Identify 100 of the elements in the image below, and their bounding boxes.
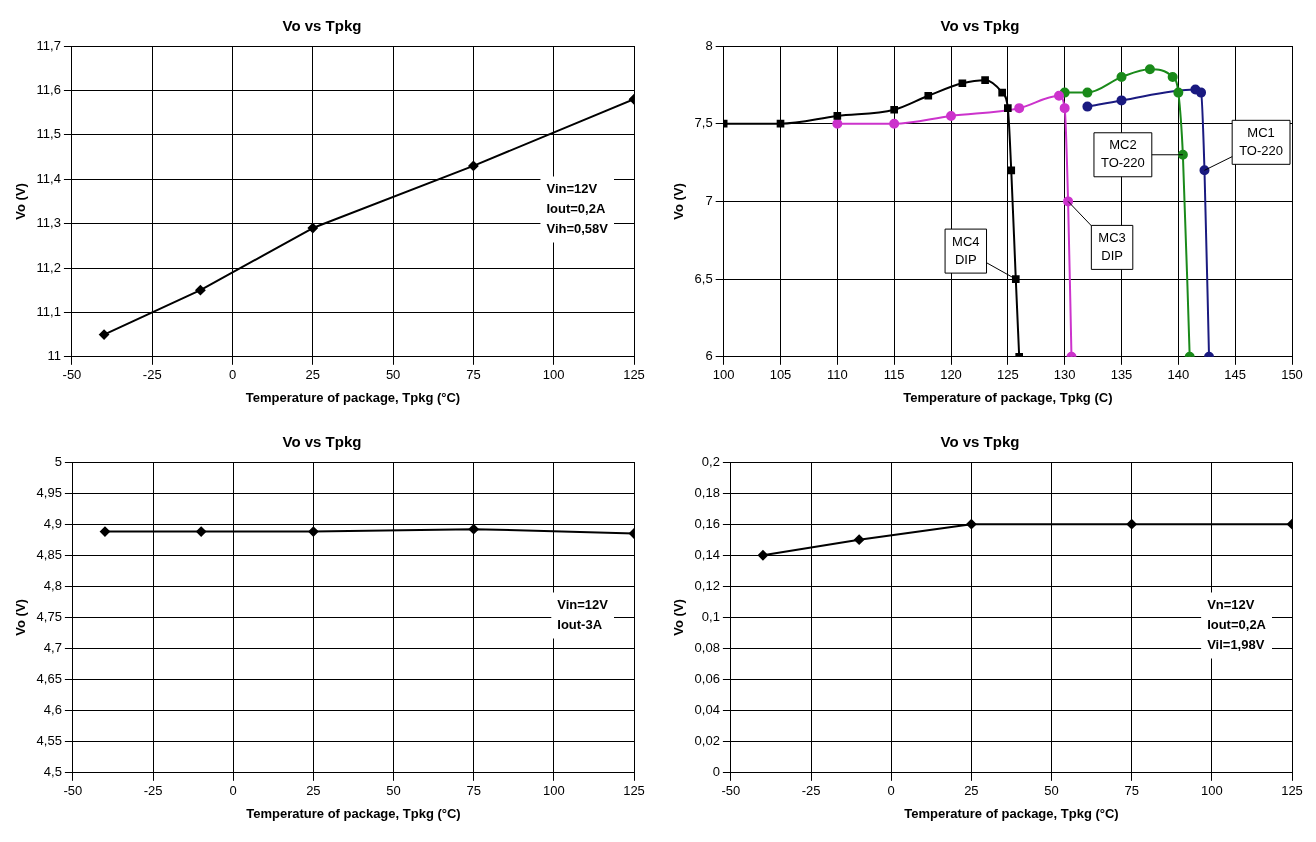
x-axis-title: Temperature of package, Tpkg (°C): [245, 389, 461, 405]
x-tick-label: 75: [1124, 783, 1139, 799]
point: [832, 118, 843, 129]
point: [889, 118, 900, 129]
y-tick-label: 0,14: [694, 546, 720, 562]
text: MC1 TO-220: [1239, 124, 1283, 158]
x-tick-label: -25: [801, 783, 821, 799]
point: [1116, 95, 1127, 106]
x-tick-label: 125: [623, 783, 645, 799]
x-tick-label: 75: [466, 783, 481, 799]
x-tick-label: 125: [996, 367, 1019, 383]
y-tick-label: 0,08: [694, 640, 720, 656]
y-tick-label: 4,65: [36, 671, 62, 687]
x-tick-label: 130: [1053, 367, 1076, 383]
annotation: Iout-3A: [557, 617, 603, 633]
y-tick-label: 11,4: [36, 170, 61, 186]
x-tick-label: 25: [964, 783, 979, 799]
annotation: Iout=0,2A: [546, 201, 606, 217]
x-tick-label: 50: [1044, 783, 1059, 799]
y-tick-label: 11: [47, 348, 61, 364]
x-tick-label: -50: [721, 783, 741, 799]
x-tick-label: -25: [143, 783, 163, 799]
point: [776, 119, 785, 128]
point: [998, 88, 1006, 97]
point: [757, 550, 768, 561]
y-tick-label: 0,12: [694, 577, 720, 593]
point: [1116, 72, 1127, 83]
y-tick-label: 11,6: [36, 81, 61, 97]
text: MC4 DIP: [952, 233, 980, 267]
x-tick-label: 25: [305, 367, 321, 383]
x-tick-label: -25: [142, 367, 162, 383]
point: [1173, 87, 1184, 98]
x-tick-label: 145: [1224, 367, 1247, 383]
y-tick-label: 11,7: [36, 37, 61, 53]
x-tick-label: 135: [1110, 367, 1133, 383]
point: [1011, 275, 1020, 283]
x-axis-title: Temperature of package, Tpkg (°C): [246, 805, 461, 821]
y-tick-label: 11,5: [36, 126, 61, 142]
point: [966, 519, 977, 530]
point: [924, 91, 933, 100]
y-tick-label: 4,75: [36, 608, 62, 624]
y-axis-title: Vo (V): [13, 183, 29, 220]
chart-title: Vo vs Tpkg: [940, 433, 1020, 451]
point: [1053, 90, 1064, 101]
x-tick-label: 125: [623, 367, 645, 383]
y-tick-label: 8: [705, 37, 713, 53]
x-tick-label: 110: [826, 367, 848, 383]
x-tick-label: 25: [306, 783, 321, 799]
x-tick-label: 100: [542, 367, 565, 383]
x-axis-title: Temperature of package, Tpkg (C): [903, 389, 1113, 405]
point: [1126, 519, 1137, 530]
annotation: Vil=1,98V: [1207, 637, 1265, 653]
y-tick-label: 0,02: [694, 733, 720, 749]
x-tick-label: 0: [887, 783, 895, 799]
y-tick-label: 5: [54, 453, 62, 469]
y-tick-label: 4,5: [43, 764, 62, 780]
point: [1082, 87, 1093, 98]
y-tick-label: 4,95: [36, 484, 62, 500]
y-axis-title: Vo (V): [13, 599, 29, 636]
x-tick-label: 120: [940, 367, 962, 383]
y-tick-label: 4,6: [43, 702, 62, 718]
x-tick-label: 100: [1200, 783, 1223, 799]
x-tick-label: 0: [229, 783, 237, 799]
x-tick-label: 50: [385, 367, 401, 383]
text: MC3 DIP: [1098, 229, 1126, 263]
y-tick-label: 0,16: [694, 515, 720, 531]
x-tick-label: 75: [466, 367, 481, 383]
y-tick-label: 4,85: [36, 546, 62, 562]
point: [99, 329, 110, 340]
y-tick-label: 7,5: [694, 115, 713, 131]
x-tick-label: 150: [1281, 367, 1303, 383]
point: [1059, 103, 1070, 114]
point: [946, 110, 956, 121]
y-tick-label: 6: [705, 348, 713, 364]
y-axis-title: Vo (V): [671, 599, 687, 636]
y-tick-label: 0,18: [694, 484, 720, 500]
y-tick-label: 0,2: [701, 453, 720, 469]
point: [854, 534, 865, 545]
x-axis-title: Temperature of package, Tpkg (°C): [904, 805, 1119, 821]
chart-title: Vo vs Tpkg: [282, 433, 362, 451]
point: [1167, 72, 1178, 83]
x-tick-label: 100: [712, 367, 735, 383]
y-tick-label: 11,1: [36, 303, 61, 319]
point: [1144, 64, 1155, 75]
point: [1014, 103, 1025, 114]
point: [307, 223, 318, 234]
y-tick-label: 11,2: [36, 259, 61, 275]
x-tick-label: 105: [769, 367, 792, 383]
annotation: Vih=0,58V: [546, 221, 609, 237]
x-tick-label: -50: [63, 783, 83, 799]
point: [981, 76, 989, 85]
y-tick-label: 4,9: [43, 515, 62, 531]
y-tick-label: 0,1: [701, 608, 720, 624]
x-tick-label: 125: [1281, 783, 1303, 799]
y-tick-label: 0,04: [694, 702, 720, 718]
y-tick-label: 0,06: [694, 671, 720, 687]
point: [1007, 166, 1016, 175]
point: [195, 285, 206, 296]
chart-title: Vo vs Tpkg: [282, 17, 362, 35]
text: MC2 TO-220: [1100, 137, 1145, 171]
